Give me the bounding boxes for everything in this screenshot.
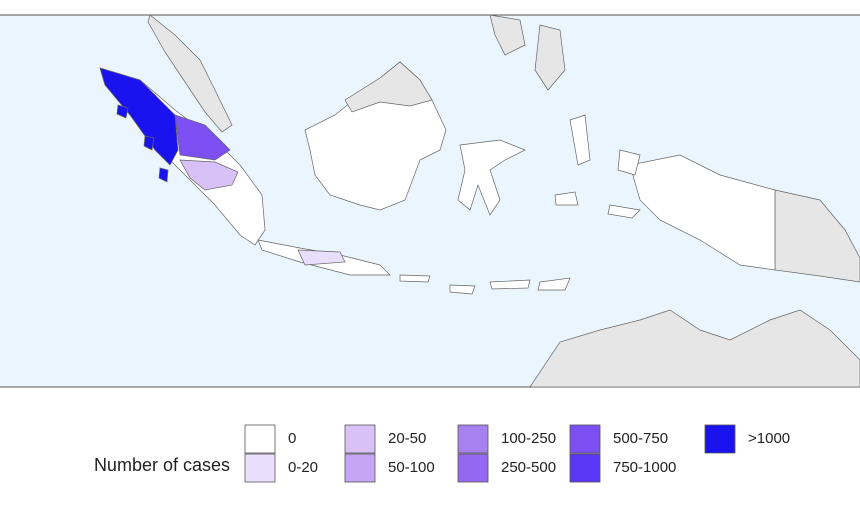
region-riau <box>174 114 231 161</box>
land <box>99 14 860 388</box>
region-west-sumatra <box>179 159 239 191</box>
philippines <box>489 14 566 91</box>
legend-swatch <box>244 453 276 483</box>
legend-swatch <box>457 453 489 483</box>
legend-label: 500-750 <box>613 430 668 447</box>
legend-label: >1000 <box>748 430 790 447</box>
legend-label: 750-1000 <box>613 459 676 476</box>
legend-swatch <box>344 453 376 483</box>
legend-title: Number of cases <box>94 455 230 475</box>
legend-label: 50-100 <box>388 459 435 476</box>
legend-label: 0-20 <box>288 459 318 476</box>
legend-swatch <box>344 424 376 454</box>
region-central-java <box>297 249 346 266</box>
legend-swatch <box>704 424 736 454</box>
legend-swatch <box>244 424 276 454</box>
legend-swatch <box>569 424 601 454</box>
legend-label: 20-50 <box>388 430 426 447</box>
region-north-sumatra <box>99 67 179 166</box>
malay-peninsula <box>147 14 233 133</box>
sulawesi <box>457 139 526 216</box>
maluku <box>554 114 641 219</box>
legend-label: 250-500 <box>501 459 556 476</box>
papua-new-guinea <box>774 189 860 283</box>
lesser-sunda <box>399 274 571 295</box>
papua <box>629 154 776 271</box>
legend: 0 0-20 20-50 50-100 100-250 250-500 500-750 750… <box>244 424 790 483</box>
legend-label: 100-250 <box>501 430 556 447</box>
legend-swatch <box>569 453 601 483</box>
region-islands <box>116 104 169 183</box>
legend-label: 0 <box>288 430 296 447</box>
north-borneo <box>344 61 433 113</box>
legend-swatch <box>457 424 489 454</box>
australia <box>529 309 860 388</box>
